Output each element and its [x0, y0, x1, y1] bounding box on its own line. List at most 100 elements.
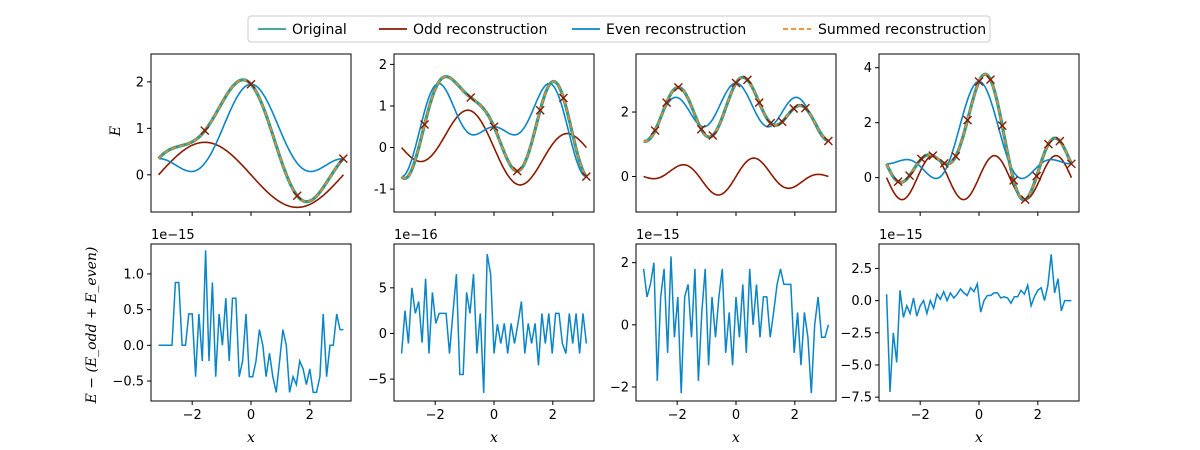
- sample-marker: [662, 98, 672, 108]
- y-tick-label: 1: [136, 122, 144, 137]
- sample-marker: [1066, 159, 1076, 169]
- sci-offset-label: 1e−15: [151, 228, 195, 243]
- sample-marker: [974, 76, 984, 86]
- axes-frame: [393, 243, 595, 402]
- odd-reconstruction-line: [643, 157, 829, 196]
- legend-frame: [247, 15, 991, 43]
- sample-marker-stroke: [246, 79, 256, 89]
- x-axis-label-4: x: [975, 430, 983, 446]
- sci-offset-label: 1e−15: [636, 228, 680, 243]
- residual-line: [885, 254, 1072, 393]
- sample-marker: [800, 103, 810, 113]
- sample-marker-stroke: [928, 151, 938, 161]
- x-tick-label: 0: [975, 408, 983, 423]
- sample-marker-stroke: [893, 177, 903, 187]
- sample-marker: [777, 117, 787, 127]
- sample-marker-stroke: [581, 172, 591, 182]
- sample-marker-stroke: [535, 105, 545, 115]
- sample-marker: [1032, 171, 1042, 181]
- y-tick-label: 2: [621, 106, 629, 121]
- sample-marker: [963, 115, 973, 125]
- panel-bottom-4: 1e−15 −7.5 −5.0 −2.5 0.0 2.5 −2 0 2: [840, 228, 1080, 423]
- y-tick-label: 0: [136, 168, 144, 183]
- sample-marker: [489, 122, 499, 132]
- plot-area-bottom-2: [400, 253, 588, 393]
- y-tick-label: 1: [379, 99, 387, 114]
- sample-marker-stroke: [1066, 159, 1076, 169]
- y-tick-label: 0: [864, 171, 872, 186]
- panel-top-3: 02: [621, 53, 837, 216]
- plot-area-bottom-3: [642, 256, 830, 394]
- panel-bottom-1: 1e−15 −0.5 0.0 0.5 1.0 −2 0 2: [112, 228, 352, 423]
- sample-marker: [893, 177, 903, 187]
- x-tick-label: 2: [306, 408, 314, 423]
- y-tick-label: 2: [136, 75, 144, 90]
- sample-marker-stroke: [1055, 136, 1065, 146]
- residual-line: [642, 256, 830, 394]
- x-axis-label-2: x: [490, 430, 498, 446]
- legend-label-summed: Summed reconstruction: [818, 22, 986, 38]
- plot-area-bottom-4: [885, 254, 1072, 393]
- sample-marker-stroke: [696, 124, 706, 134]
- x-tick-label: 0: [732, 408, 740, 423]
- sample-marker: [951, 151, 961, 161]
- y-tick-label: −7.5: [840, 391, 872, 406]
- x-tick-label: 2: [549, 408, 557, 423]
- sample-marker-stroke: [766, 118, 776, 128]
- panel-bottom-3: 1e−15 −2 0 2 −2 0 2: [610, 228, 837, 423]
- y-tick-label: 0: [379, 327, 387, 342]
- sample-marker: [997, 121, 1007, 131]
- sample-marker: [916, 154, 926, 164]
- sample-marker-stroke: [963, 115, 973, 125]
- sample-marker: [673, 82, 683, 92]
- sample-marker-stroke: [823, 136, 833, 146]
- y-tick-label: 2: [379, 58, 387, 73]
- sample-marker: [928, 151, 938, 161]
- sample-marker: [696, 124, 706, 134]
- sample-marker: [1055, 136, 1065, 146]
- axes-frame: [635, 53, 837, 213]
- sample-marker: [939, 158, 949, 168]
- x-tick-label: −2: [426, 408, 445, 423]
- x-axis-label-3: x: [732, 430, 740, 446]
- residual-line: [400, 253, 588, 393]
- sample-marker: [985, 75, 995, 85]
- sample-marker-stroke: [1043, 139, 1053, 149]
- y-tick-label: 0: [621, 318, 629, 333]
- x-tick-label: 0: [490, 408, 498, 423]
- sample-marker-stroke: [292, 191, 302, 201]
- odd-reconstruction-line: [158, 141, 344, 209]
- sample-marker: [512, 166, 522, 176]
- x-tick-label: −2: [911, 408, 930, 423]
- sample-marker-stroke: [512, 166, 522, 176]
- plot-area-bottom-1: [158, 250, 344, 394]
- sample-marker: [246, 79, 256, 89]
- y-tick-label: 0.0: [123, 339, 144, 354]
- sample-marker: [292, 191, 302, 201]
- sample-marker-stroke: [789, 104, 799, 113]
- y-tick-label: −5.0: [840, 358, 872, 373]
- y-tick-label: 2.5: [851, 262, 872, 277]
- sci-offset-label: 1e−16: [394, 228, 438, 243]
- sample-marker: [338, 154, 348, 164]
- x-tick-label: 2: [1034, 408, 1042, 423]
- sample-marker-stroke: [420, 119, 430, 129]
- sample-marker: [754, 98, 764, 108]
- sample-marker-stroke: [466, 93, 476, 103]
- axes-frame: [878, 53, 1080, 213]
- sample-marker-stroke: [489, 122, 499, 132]
- odd-reconstruction-line: [885, 154, 1073, 201]
- summed-reconstruction-line: [643, 76, 829, 143]
- y-tick-label: 5: [379, 281, 387, 296]
- sample-marker-stroke: [731, 78, 741, 88]
- y-tick-label: 4: [864, 61, 872, 76]
- sample-marker-stroke: [997, 121, 1007, 131]
- x-tick-label: −2: [668, 408, 687, 423]
- sample-marker: [766, 118, 776, 128]
- sample-marker: [789, 104, 799, 113]
- sample-marker-stroke: [905, 171, 915, 181]
- sample-marker: [535, 105, 545, 115]
- sample-marker-stroke: [708, 131, 718, 141]
- sample-marker: [742, 75, 752, 85]
- summed-reconstruction-line: [885, 73, 1073, 201]
